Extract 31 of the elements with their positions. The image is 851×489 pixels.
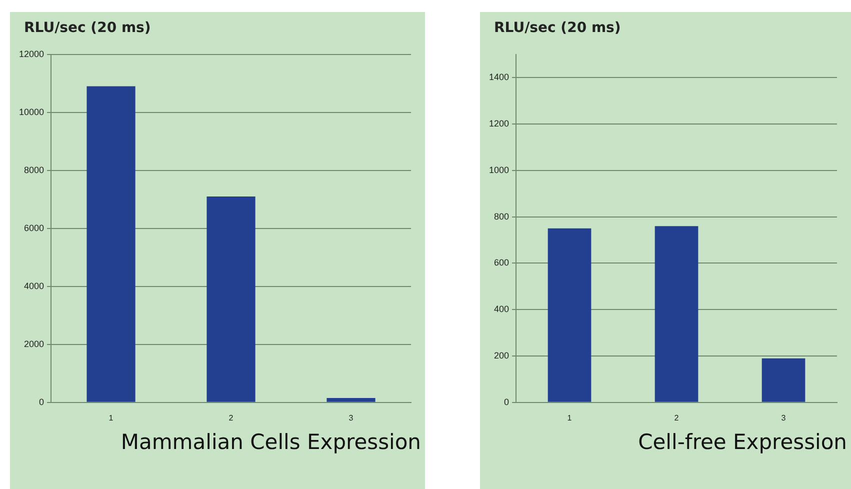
y-tick-label: 12000 <box>18 48 44 59</box>
y-tick-label: 1200 <box>488 118 510 128</box>
x-tick-label: 3 <box>348 413 354 422</box>
bar <box>86 86 136 402</box>
y-tick-label: 0 <box>504 396 510 407</box>
x-axis-title: Mammalian Cells Expression <box>120 430 422 454</box>
bar <box>548 228 592 402</box>
y-tick-label: 800 <box>494 211 510 222</box>
bar <box>206 196 256 402</box>
x-tick-label: 2 <box>674 413 680 422</box>
y-tick-label: 4000 <box>24 280 44 291</box>
x-tick-label: 1 <box>108 413 114 422</box>
y-tick-label: 200 <box>494 350 510 360</box>
bar <box>762 358 806 402</box>
x-tick-label: 2 <box>228 413 234 422</box>
x-tick-label: 1 <box>567 413 572 422</box>
bar <box>654 226 698 402</box>
x-axis-title: Cell-free Expression <box>637 430 848 454</box>
y-tick-label: 400 <box>494 304 510 314</box>
y-tick-label: 8000 <box>24 164 44 175</box>
y-tick-label: 1000 <box>488 164 510 175</box>
x-tick-label: 3 <box>781 413 786 422</box>
y-tick-label: 0 <box>39 396 44 407</box>
bar <box>326 398 376 402</box>
y-axis-title: RLU/sec (20 ms) <box>494 20 622 38</box>
y-axis-title: RLU/sec (20 ms) <box>24 20 152 38</box>
y-tick-label: 600 <box>494 258 510 268</box>
y-tick-label: 10000 <box>18 106 44 117</box>
y-tick-label: 2000 <box>24 338 44 349</box>
y-tick-label: 1400 <box>488 72 510 82</box>
y-tick-label: 6000 <box>24 222 44 233</box>
